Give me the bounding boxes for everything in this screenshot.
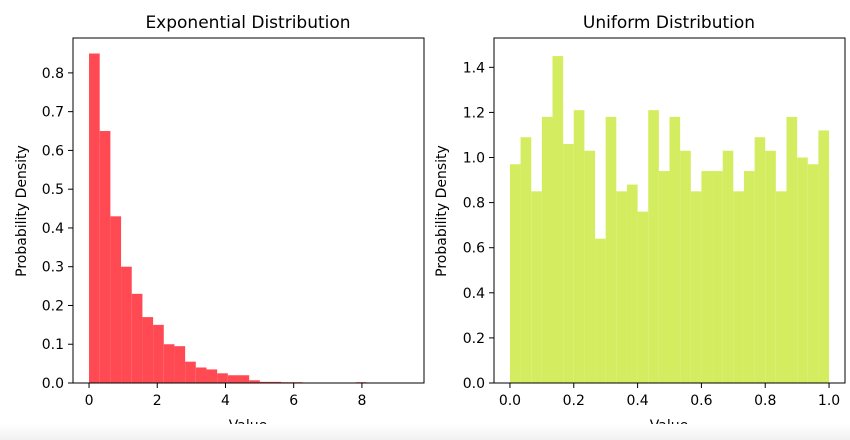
x-tick-label: 1.0: [818, 393, 840, 409]
window-bottom-edge: [0, 424, 850, 440]
histogram-bar: [722, 150, 734, 383]
histogram-bar: [754, 137, 766, 383]
x-tick-label: 6: [289, 393, 298, 409]
x-tick-label: 0.4: [626, 393, 648, 409]
x-ticks-uniform: 0.0 0.2 0.4 0.6 0.8 1.0: [499, 383, 840, 409]
y-tick-label: 0.3: [42, 260, 64, 276]
x-tick-label: 2: [153, 393, 162, 409]
y-tick-label: 0.2: [463, 331, 485, 347]
histogram-bar: [786, 116, 798, 384]
y-ticks-exponential: 0.0 0.1 0.2 0.3 0.4 0.5 0.6 0.7 0.8: [42, 66, 73, 392]
y-axis-label-uniform: Probability Density: [434, 145, 450, 277]
histogram-bar: [573, 110, 585, 383]
y-axis-label-exponential: Probability Density: [14, 145, 30, 277]
histogram-bar: [818, 130, 830, 383]
chart-title-exponential: Exponential Distribution: [145, 13, 350, 33]
histogram-bar: [520, 137, 532, 383]
histogram-bar: [616, 191, 627, 383]
x-tick-label: 0.8: [754, 393, 776, 409]
y-ticks-uniform: 0.0 0.2 0.4 0.6 0.8 1.0 1.2 1.4: [463, 60, 494, 392]
histogram-bar: [658, 171, 670, 383]
x-tick-label: 4: [221, 393, 230, 409]
histogram-bar: [552, 56, 564, 383]
y-tick-label: 0.0: [42, 376, 64, 392]
x-tick-label: 8: [357, 393, 366, 409]
histogram-bar: [712, 171, 723, 383]
bars-uniform: [509, 56, 830, 384]
histogram-bar: [669, 116, 681, 384]
y-tick-label: 0.8: [42, 66, 64, 82]
histogram-bar: [775, 191, 787, 383]
x-ticks-exponential: 0 2 4 6 8: [85, 383, 366, 409]
subplot-uniform: Uniform Distribution 0.0 0.2 0.4 0.6 0.8 1.0 …: [434, 13, 846, 434]
histogram-bar: [637, 211, 649, 383]
histogram-bar: [227, 375, 239, 383]
histogram-bar: [153, 324, 164, 383]
histogram-bar: [541, 116, 553, 384]
histogram-bar: [807, 164, 819, 383]
histogram-bar: [195, 367, 207, 383]
histogram-bar: [110, 216, 122, 383]
y-tick-label: 0.8: [463, 196, 485, 212]
x-tick-label: 0.0: [499, 393, 521, 409]
histogram-bar: [563, 143, 574, 383]
histogram-bar: [797, 157, 808, 383]
y-tick-label: 0.1: [42, 337, 64, 353]
histogram-bar: [531, 191, 542, 383]
histogram-bar: [509, 164, 521, 383]
histogram-bar: [626, 184, 638, 383]
histogram-bar: [174, 346, 186, 383]
y-tick-label: 0.6: [42, 143, 64, 159]
chart-title-uniform: Uniform Distribution: [583, 13, 755, 33]
histogram-bar: [595, 238, 606, 383]
y-tick-label: 0.7: [42, 105, 64, 121]
y-tick-label: 0.5: [42, 182, 64, 198]
y-tick-label: 1.4: [463, 60, 485, 76]
x-tick-label: 0.6: [690, 393, 712, 409]
histogram-bar: [680, 150, 691, 383]
y-tick-label: 0.4: [463, 286, 485, 302]
histogram-bar: [259, 381, 271, 383]
histogram-bar: [648, 110, 659, 383]
subplot-exponential: Exponential Distribution 0 2 4 6 8 0.0 0.1 0.2…: [14, 13, 425, 434]
histogram-bar: [690, 191, 702, 383]
histogram-bar: [99, 131, 111, 383]
axes-frame-uniform: [493, 37, 846, 384]
y-tick-label: 0.2: [42, 298, 64, 314]
histogram-bar: [733, 191, 744, 383]
bars-exponential: [89, 53, 410, 384]
histogram-bar: [605, 116, 617, 384]
y-tick-label: 0.0: [463, 376, 485, 392]
x-tick-label: 0.2: [563, 393, 585, 409]
y-tick-label: 1.0: [463, 151, 485, 167]
histogram-bar: [121, 266, 132, 383]
histogram-bar: [131, 293, 143, 383]
histogram-bar: [238, 375, 250, 383]
histogram-bar: [163, 344, 175, 383]
histogram-bar: [701, 171, 713, 383]
y-tick-label: 0.6: [463, 241, 485, 257]
histogram-bar: [217, 373, 228, 383]
y-tick-label: 0.4: [42, 221, 64, 237]
histogram-bar: [185, 361, 196, 383]
histogram-bar: [89, 53, 100, 383]
histogram-bar: [743, 171, 755, 383]
histogram-bar: [584, 150, 596, 383]
x-tick-label: 0: [85, 393, 94, 409]
y-tick-label: 1.2: [463, 105, 485, 121]
histogram-bar: [206, 369, 218, 383]
histogram-bar: [765, 150, 776, 383]
axes-frame-exponential: [72, 37, 425, 384]
histogram-bar: [142, 317, 154, 383]
histogram-bar: [270, 381, 282, 383]
histogram-bar: [249, 380, 260, 383]
